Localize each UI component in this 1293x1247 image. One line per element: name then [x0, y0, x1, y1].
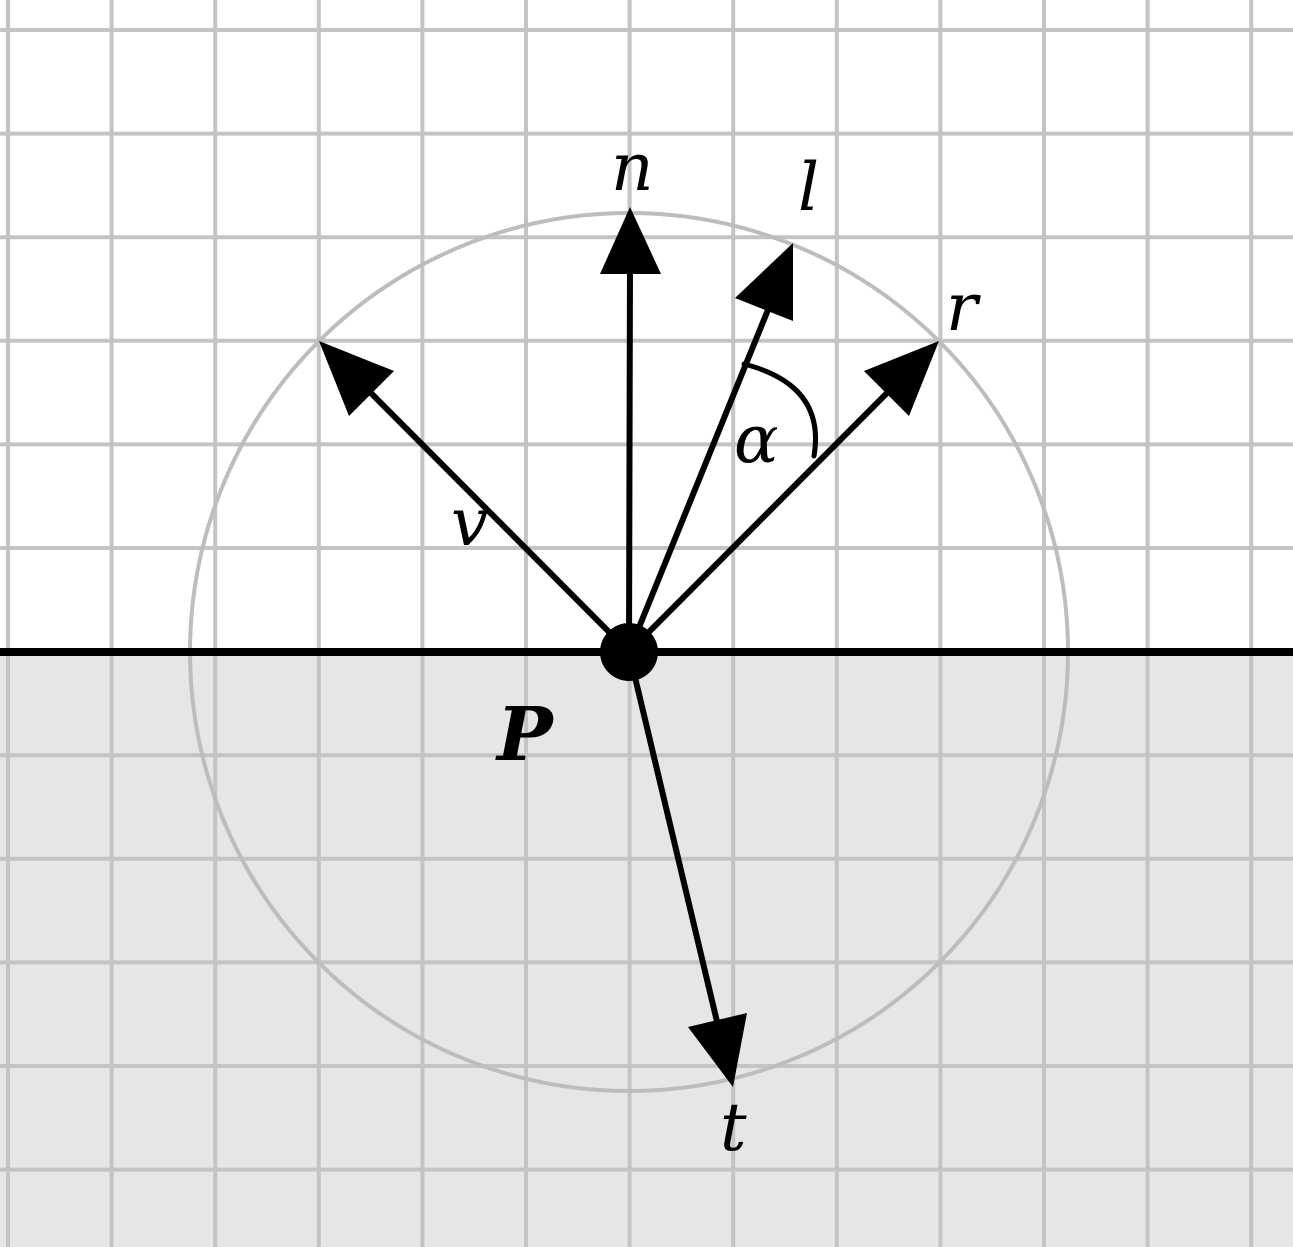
reflect-arrowhead [864, 341, 939, 416]
reflect-vector [626, 377, 903, 655]
reflect-label: r [946, 269, 981, 346]
light-arrowhead [735, 243, 793, 321]
normal-label: n [611, 129, 654, 206]
upper-medium [0, 0, 1293, 652]
point-p-dot [600, 623, 658, 681]
normal-arrowhead [600, 207, 661, 274]
lower-medium [0, 652, 1293, 1247]
point-label: P [495, 692, 555, 778]
angle-label: α [734, 401, 779, 478]
light-label: l [798, 149, 819, 226]
normal-vector [626, 261, 633, 653]
transmit-arrowhead [688, 1013, 747, 1087]
view-label: v [451, 484, 488, 561]
light-vector [626, 293, 777, 654]
vectors [319, 207, 939, 1087]
view-vector [355, 377, 632, 655]
angle-arc [741, 361, 818, 459]
view-arrowhead [319, 341, 394, 416]
transmit-vector [626, 651, 722, 1031]
transmit-label: t [720, 1089, 747, 1166]
